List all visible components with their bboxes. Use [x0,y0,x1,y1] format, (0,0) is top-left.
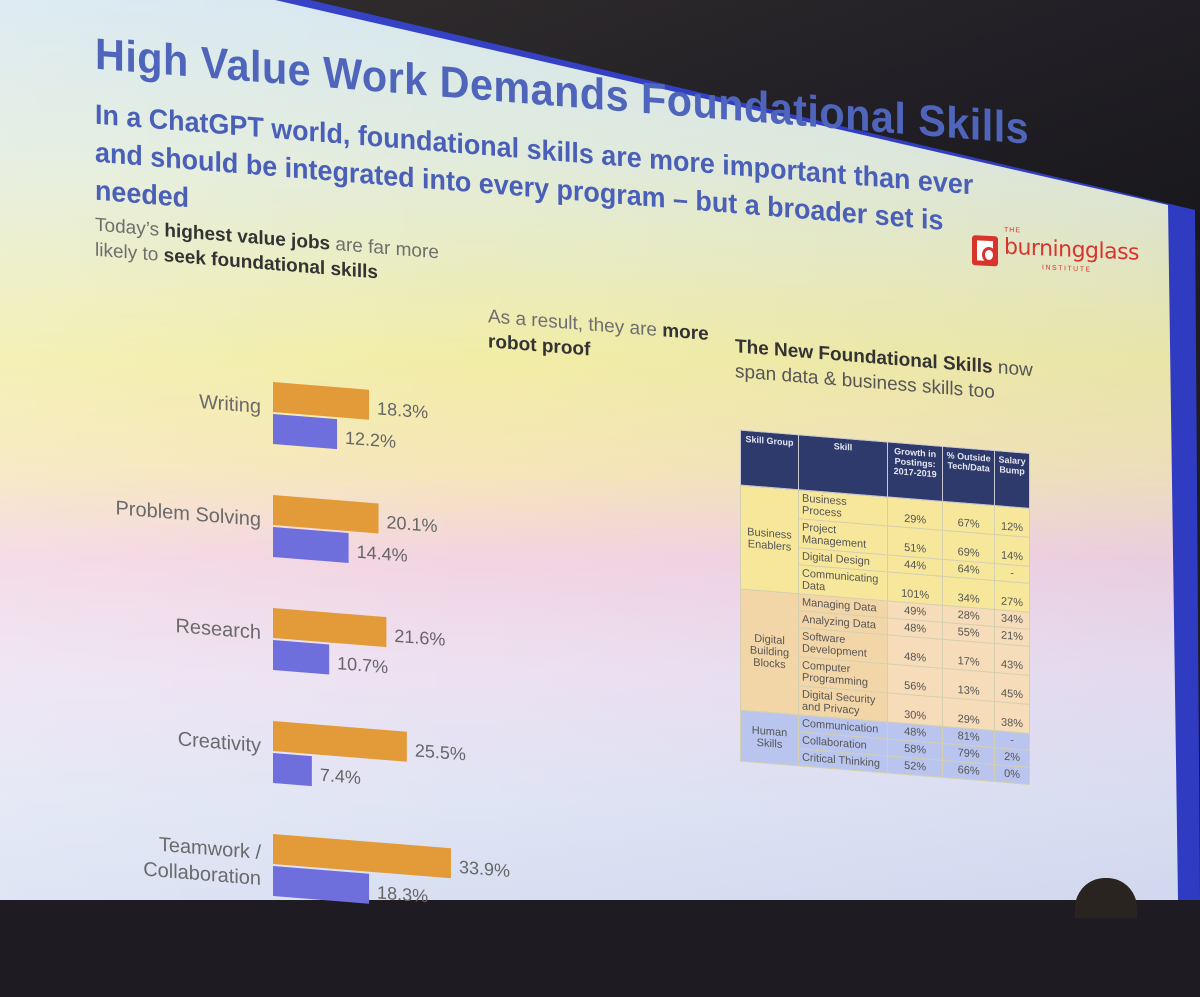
foundational-skills-table-wrap: Skill Group Skill Growth in Postings: 2017… [740,430,1040,924]
lead-text-middle: As a result, they are more robot proof [488,304,728,373]
lead-part1: Today’s [95,214,165,242]
skill-group-cell: Digital Building Blocks [740,589,799,715]
bar-orange [273,720,407,762]
bar-orange [273,494,379,534]
bar-orange [273,607,387,648]
table-header-cell: % Outside Tech/Data [942,446,995,506]
table-header-cell: Salary Bump [994,450,1030,509]
bar-purple [273,413,338,450]
lead-text-right: The New Foundational Skills now span dat… [735,334,1035,408]
bar-orange [273,833,451,879]
bar-value-label: 21.6% [394,626,445,650]
logo-institute: INSTITUTE [1042,264,1092,274]
foundational-skills-table: Skill Group Skill Growth in Postings: 2017… [740,430,1030,785]
metric-cell: 34% [942,576,995,610]
bar-value-label: 18.3% [377,882,428,906]
table-header-cell: Growth in Postings: 2017-2019 [887,441,943,502]
bar-value-label: 33.9% [459,857,510,881]
metric-cell: 13% [942,668,995,702]
bar-purple [273,865,370,904]
logo-the: THE [1004,226,1021,235]
metric-cell: 52% [887,755,943,778]
metric-cell: 14% [994,534,1030,567]
category-label-line: Collaboration [143,859,261,890]
skills-bar-chart: Writing 18.3% 12.2% Problem Solving 20.1% 14.… [115,381,510,906]
logo-name: burningglass [1004,234,1140,266]
table-header-cell: Skill Group [740,430,799,490]
bar-value-label: 18.3% [377,398,428,422]
metric-cell: 12% [994,505,1030,538]
metric-cell: 101% [887,571,943,606]
bar-value-label: 7.4% [320,765,361,788]
bar-value-label: 25.5% [415,740,466,764]
table-header-cell: Skill [798,434,888,497]
metric-cell: 29% [942,697,995,731]
category-label-line: Teamwork / [159,834,262,864]
bar-orange [273,381,370,420]
metric-cell: 51% [887,525,943,560]
table-body: Business Enablers Business Process 29% 67% 1… [740,485,1030,785]
category-label: Writing [199,391,261,418]
metric-cell: 67% [942,501,995,535]
logo-mark-icon [972,235,998,267]
metric-cell: 38% [994,701,1030,734]
category-label: Research [175,615,261,644]
bar-purple [273,639,330,675]
category-label: Problem Solving [115,497,261,531]
metric-cell: 30% [887,692,943,727]
bar-value-label: 14.4% [357,542,408,566]
burning-glass-logo: THE burningglass INSTITUTE [972,221,1142,289]
bar-value-label: 20.1% [387,512,438,536]
bar-value-label: 10.7% [337,653,388,677]
category-label: Teamwork /Collaboration [143,833,261,890]
metric-cell: 69% [942,530,995,564]
metric-cell: 29% [887,496,943,531]
metric-cell: 45% [994,672,1030,705]
skill-group-cell: Human Skills [740,710,799,766]
bar-purple [273,526,349,564]
metric-cell: 66% [942,760,995,782]
metric-cell: 17% [942,639,995,673]
category-label: Creativity [178,728,261,757]
metric-cell: 43% [994,643,1030,676]
metric-cell: 48% [887,634,943,669]
bar-value-label: 12.2% [345,428,396,452]
metric-cell: 56% [887,663,943,698]
skill-group-cell: Business Enablers [740,485,799,594]
bar-purple [273,752,312,787]
metric-cell: 0% [994,764,1030,785]
metric-cell: 27% [994,580,1030,613]
